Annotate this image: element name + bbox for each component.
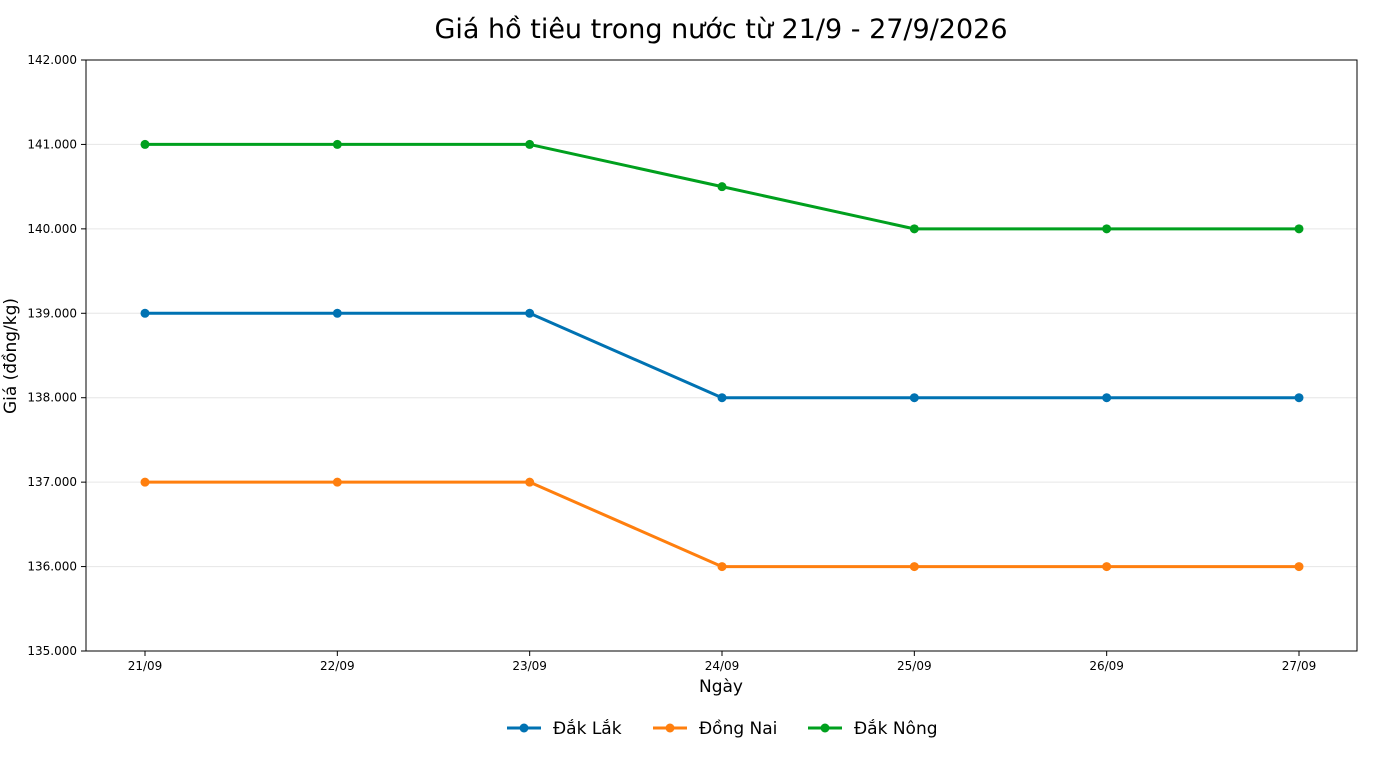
series-group [140, 477, 1304, 572]
y-tick-label: 139.000 [27, 306, 77, 320]
data-point [525, 308, 535, 318]
series-lines [140, 139, 1304, 572]
gridlines [86, 143, 1357, 568]
series-line [145, 480, 1299, 569]
data-point [909, 393, 919, 403]
legend: Đắk Lắk Đồng Nai Đắk Nông [507, 718, 938, 739]
data-point [525, 139, 535, 149]
data-point [1294, 393, 1304, 403]
x-tick-label: 26/09 [1089, 659, 1124, 673]
y-tick-label: 141.000 [27, 137, 77, 151]
legend-label: Đồng Nai [699, 718, 777, 739]
y-tick-label: 140.000 [27, 222, 77, 236]
data-point [909, 562, 919, 572]
legend-swatch-marker [519, 723, 529, 733]
series-group [140, 139, 1304, 234]
legend-entry: Đồng Nai [653, 718, 777, 739]
y-tick-label: 136.000 [27, 560, 77, 574]
legend-label: Đắk Nông [854, 718, 938, 739]
data-point [140, 139, 150, 149]
chart-title: Giá hồ tiêu trong nước từ 21/9 - 27/9/20… [434, 14, 1007, 45]
data-point [1102, 224, 1112, 234]
x-tick-label: 27/09 [1282, 659, 1317, 673]
data-point [332, 308, 342, 318]
x-axis-label: Ngày [699, 677, 743, 697]
y-tick-label: 142.000 [27, 53, 77, 67]
x-axis: 21/09 22/09 23/09 24/09 25/09 26/09 27/09 [128, 651, 1317, 673]
data-point [717, 562, 727, 572]
y-axis-label: Giá (đồng/kg) [0, 298, 21, 414]
data-point [1102, 393, 1112, 403]
series-group [140, 308, 1304, 403]
data-point [140, 308, 150, 318]
y-tick-label: 138.000 [27, 391, 77, 405]
data-point [717, 393, 727, 403]
data-point [332, 477, 342, 487]
x-tick-label: 22/09 [320, 659, 355, 673]
data-point [717, 182, 727, 192]
legend-swatch-marker [820, 723, 830, 733]
y-tick-label: 135.000 [27, 644, 77, 658]
data-point [1294, 224, 1304, 234]
data-point [1294, 562, 1304, 572]
legend-entry: Đắk Nông [808, 718, 938, 739]
series-line [145, 311, 1299, 400]
x-tick-label: 21/09 [128, 659, 163, 673]
data-point [140, 477, 150, 487]
data-point [909, 224, 919, 234]
data-point [332, 139, 342, 149]
legend-swatch-marker [665, 723, 675, 733]
legend-label: Đắk Lắk [553, 718, 622, 739]
data-point [525, 477, 535, 487]
x-tick-label: 24/09 [705, 659, 740, 673]
legend-entry: Đắk Lắk [507, 718, 622, 739]
x-tick-label: 23/09 [512, 659, 547, 673]
data-point [1102, 562, 1112, 572]
y-tick-label: 137.000 [27, 475, 77, 489]
x-tick-label: 25/09 [897, 659, 932, 673]
y-axis: 135.000 136.000 137.000 138.000 139.000 140.0… [27, 53, 86, 658]
